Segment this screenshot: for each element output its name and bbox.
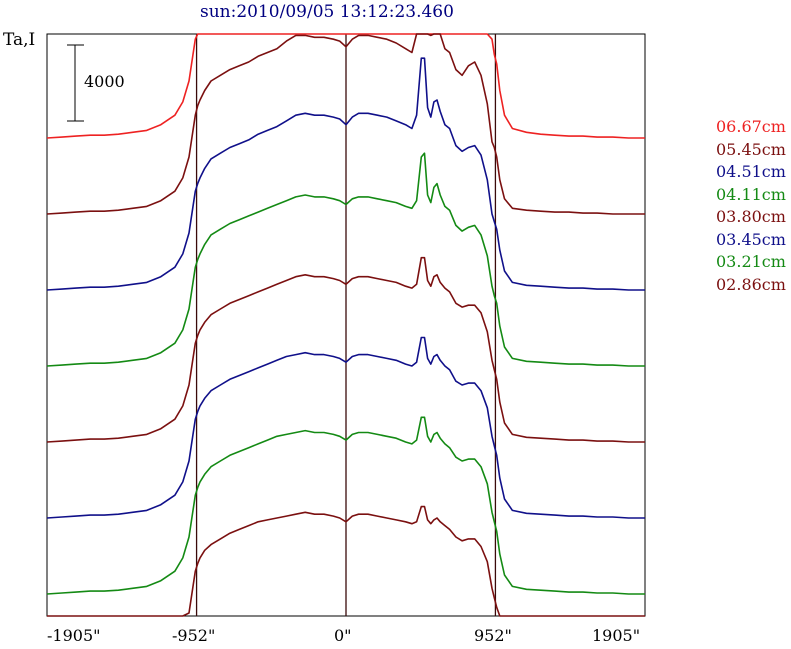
legend-item: 06.67cm — [716, 117, 786, 136]
legend-item: 02.86cm — [716, 274, 786, 294]
legend: 06.67cm 05.45cm 04.51cm 04.11cm 03.80cm … — [716, 116, 786, 296]
scale-bar — [67, 44, 84, 122]
legend-item: 03.80cm — [716, 207, 786, 226]
x-tick-label: -952" — [172, 626, 216, 645]
chart-title: sun:2010/09/05 13:12:23.460 — [200, 2, 454, 22]
series-line-03.21cm — [46, 416, 645, 595]
legend-item: 03.45cm — [716, 229, 786, 249]
scale-bar-label: 4000 — [84, 72, 125, 91]
series-line-06.67cm — [46, 33, 645, 139]
series-line-03.45cm — [46, 336, 645, 519]
x-tick-label: -1905" — [47, 626, 101, 645]
reference-lines — [195, 34, 497, 616]
series-line-03.80cm — [46, 256, 645, 443]
x-tick-label: 952" — [474, 626, 512, 645]
series-line-04.51cm — [46, 57, 645, 291]
legend-item: 04.51cm — [716, 162, 786, 181]
series-line-02.86cm — [47, 505, 645, 617]
series-layer — [46, 33, 645, 617]
x-tick-label: 1905" — [592, 626, 641, 645]
legend-item: 03.21cm — [716, 252, 786, 271]
series-line-04.11cm — [46, 152, 645, 367]
legend-item: 04.11cm — [716, 184, 786, 204]
y-axis-label: Ta,I — [3, 30, 36, 50]
x-tick-label: 0" — [334, 626, 352, 645]
series-line-05.45cm — [46, 33, 645, 215]
legend-item: 05.45cm — [716, 139, 786, 159]
